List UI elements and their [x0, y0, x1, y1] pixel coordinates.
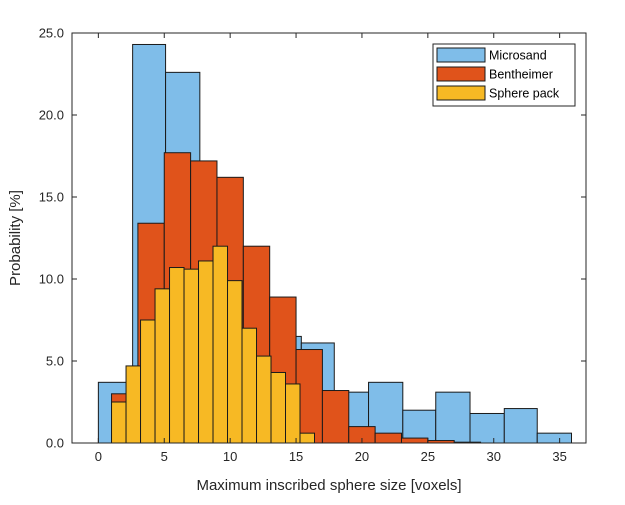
bar-microsand-9 — [402, 409, 437, 444]
bar-bentheimer-10 — [374, 432, 402, 444]
bar-microsand-11 — [469, 412, 505, 444]
x-tick-label: 35 — [552, 449, 566, 464]
bar-sphere-pack-10 — [256, 355, 272, 444]
legend-label-sphere-pack: Sphere pack — [489, 87, 560, 101]
y-tick-label: 20.0 — [39, 108, 64, 123]
plot-frame — [71, 32, 587, 444]
legend-swatch-bentheimer — [436, 66, 486, 82]
bar-sphere-pack-3 — [154, 288, 171, 444]
y-axis-title: Probability [%] — [7, 190, 24, 286]
bar-sphere-pack-1 — [125, 365, 142, 444]
bar-sphere-pack-12 — [285, 383, 301, 444]
legend-label-microsand: Microsand — [489, 49, 547, 63]
bar-sphere-pack-4 — [169, 267, 185, 444]
x-axis: 0 5 10 15 20 25 30 35 — [95, 33, 567, 464]
bar-bentheimer-8 — [321, 390, 350, 444]
bars-layer — [97, 43, 573, 444]
x-tick-label: 20 — [355, 449, 369, 464]
y-axis: 0.0 5.0 10.0 15.0 20.0 25.0 — [39, 26, 586, 451]
x-tick-label: 0 — [95, 449, 102, 464]
bar-sphere-pack-6 — [198, 260, 214, 444]
bar-bentheimer-11 — [400, 437, 429, 444]
x-axis-title: Maximum inscribed sphere size [voxels] — [196, 477, 461, 494]
bar-sphere-pack-11 — [270, 371, 287, 444]
bar-sphere-pack-7 — [212, 245, 229, 444]
y-tick-label: 25.0 — [39, 26, 64, 41]
y-tick-label: 5.0 — [46, 354, 64, 369]
bar-microsand-13 — [536, 432, 573, 444]
x-tick-label: 5 — [161, 449, 168, 464]
y-tick-label: 15.0 — [39, 190, 64, 205]
x-tick-label: 25 — [421, 449, 435, 464]
bar-microsand-10 — [435, 391, 471, 444]
bar-sphere-pack-9 — [241, 327, 258, 444]
y-tick-label: 0.0 — [46, 436, 64, 451]
x-tick-label: 15 — [289, 449, 303, 464]
legend-label-bentheimer: Bentheimer — [489, 68, 553, 82]
series-sphere-pack — [111, 245, 316, 444]
y-tick-label: 10.0 — [39, 272, 64, 287]
bar-sphere-pack-5 — [183, 268, 200, 444]
bar-microsand-12 — [503, 408, 538, 444]
bar-sphere-pack-2 — [140, 319, 156, 444]
bar-sphere-pack-13 — [299, 432, 316, 444]
legend-swatch-sphere-pack — [436, 85, 486, 101]
legend-swatch-microsand — [436, 47, 486, 63]
x-tick-label: 30 — [487, 449, 501, 464]
bar-sphere-pack-8 — [227, 280, 243, 444]
x-tick-label: 10 — [223, 449, 237, 464]
legend: Microsand Bentheimer Sphere pack — [432, 43, 576, 107]
bar-sphere-pack-0 — [111, 401, 127, 444]
